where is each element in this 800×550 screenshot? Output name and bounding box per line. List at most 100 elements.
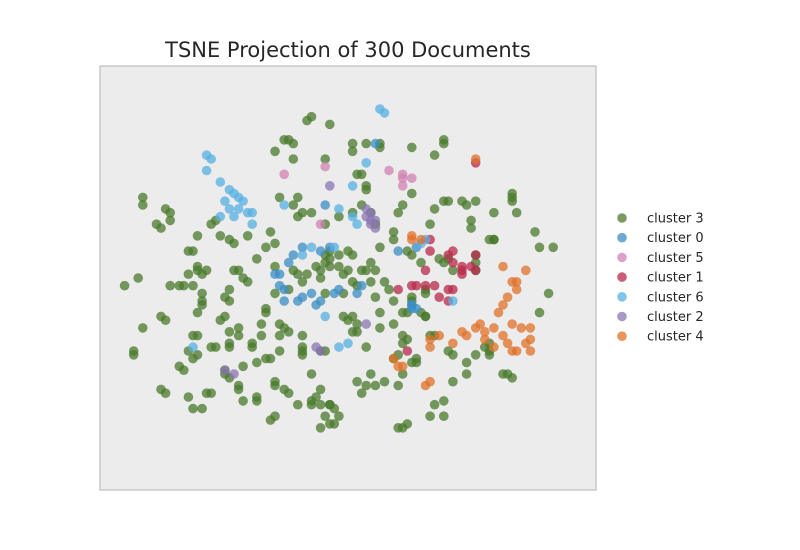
data-point [206,342,216,352]
data-point [297,292,308,303]
data-point [511,277,522,287]
data-point [261,353,271,364]
data-point [448,265,458,276]
data-point [411,357,422,368]
data-point [388,227,399,237]
data-point [338,311,349,322]
data-point [224,284,235,295]
data-point [197,288,207,299]
data-point [325,399,335,410]
data-point [425,342,435,352]
data-point [361,158,372,168]
data-point [352,319,362,329]
legend-marker [617,331,627,342]
data-point [315,246,326,256]
data-point [133,273,143,283]
data-point [224,204,235,214]
data-point [366,369,376,379]
data-point [407,234,417,245]
data-point [470,250,481,260]
legend-label: cluster 1 [647,271,704,286]
data-point [434,292,445,303]
data-point [525,346,536,356]
data-point [151,219,162,229]
data-point [461,369,472,379]
data-point [334,261,344,272]
plot-area [99,65,597,491]
data-point [215,211,226,222]
data-point [315,346,326,356]
legend-item: cluster 6 [617,290,704,305]
chart-title: TSNE Projection of 300 Documents [164,38,531,62]
series-cluster-2 [220,181,381,379]
data-point [311,300,321,310]
data-point [393,284,404,295]
data-point [138,323,148,333]
data-point [370,223,381,233]
data-point [347,311,358,322]
data-point [502,292,513,303]
data-point [334,211,344,222]
data-point [224,338,235,349]
data-point [343,338,353,349]
data-point [530,227,540,237]
data-point [388,353,399,364]
data-point [165,215,175,226]
data-point [270,288,280,299]
data-point [480,342,490,352]
data-point [293,269,303,280]
data-point [511,284,522,295]
legend-item: cluster 5 [617,251,704,266]
data-point [297,277,308,287]
data-point [366,277,376,287]
data-point [434,330,445,341]
data-point [229,238,239,249]
data-point [334,250,344,260]
legend-item: cluster 4 [617,330,704,345]
legend-item: cluster 0 [617,231,704,246]
data-point [288,200,299,210]
data-point [448,350,458,360]
data-point [288,138,299,149]
data-point [370,138,381,149]
data-point [429,399,440,410]
data-point [393,380,404,391]
data-point [489,342,499,352]
data-point [197,403,207,414]
data-point [448,338,458,349]
data-point [247,338,257,349]
data-point [397,369,408,379]
data-point [402,346,413,356]
data-point [534,307,545,318]
data-point [261,307,271,318]
data-point [420,380,431,391]
data-point [425,219,435,229]
data-point [201,165,212,176]
data-point [315,265,326,276]
data-point [238,196,248,206]
data-point [366,257,376,268]
data-point [160,315,171,326]
data-point [325,261,335,272]
data-point [334,342,344,352]
data-point [224,327,235,337]
data-point [425,334,435,345]
data-point [347,181,358,191]
data-point [361,181,372,191]
data-point [320,154,331,164]
data-point [411,303,422,314]
data-point [188,330,198,341]
legend-label: cluster 5 [647,251,704,266]
data-point [315,219,326,229]
legend-marker [617,232,627,243]
data-point [192,350,203,360]
legend-label: cluster 0 [647,231,704,246]
data-point [507,346,517,356]
data-point [288,154,299,164]
data-point [165,280,175,291]
data-point [388,296,399,306]
legend-item: cluster 3 [617,212,704,227]
series-cluster-4 [388,154,536,391]
data-point [393,207,404,218]
legend-label: cluster 6 [647,290,704,305]
